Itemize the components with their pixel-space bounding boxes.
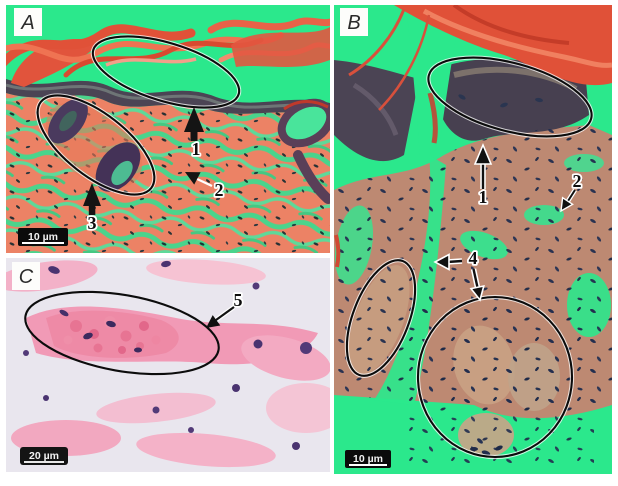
panel-c-label: C bbox=[12, 262, 40, 290]
arrow-b1 bbox=[473, 142, 493, 189]
arrow-c5 bbox=[206, 305, 236, 328]
annotation-number-a3: 3 bbox=[88, 213, 97, 233]
panel-b-scale-bar: 10 µm bbox=[345, 450, 391, 468]
panel-a-label: A bbox=[14, 8, 42, 36]
panel-a-micrograph: 1 2 3 10 µm A bbox=[6, 5, 330, 253]
panel-b-scale-bar-label: 10 µm bbox=[353, 453, 383, 465]
arrow-a2 bbox=[185, 172, 213, 187]
annotation-ellipse-c bbox=[24, 290, 220, 376]
annotation-ellipse-b-bottom bbox=[415, 294, 575, 460]
arrow-a3 bbox=[83, 183, 101, 215]
annotation-number-a1: 1 bbox=[192, 139, 201, 159]
panel-c-micrograph: 5 20 µm C bbox=[6, 258, 330, 472]
annotation-ellipse-a1 bbox=[90, 34, 242, 110]
annotation-ellipse-a3 bbox=[35, 93, 157, 197]
annotation-ellipse-b-left bbox=[344, 258, 418, 378]
annotation-number-b4: 4 bbox=[469, 248, 478, 268]
panel-b-label-text: B bbox=[347, 12, 360, 34]
annotation-number-b1: 1 bbox=[479, 187, 488, 207]
panel-b-micrograph: 1 2 4 bbox=[334, 5, 612, 474]
panel-b-tissue-art bbox=[334, 5, 612, 474]
panel-b: 1 2 4 bbox=[334, 5, 612, 474]
panel-c: 5 20 µm C bbox=[6, 258, 330, 472]
arrow-b4-left bbox=[433, 253, 463, 271]
arrow-b4-down bbox=[469, 268, 485, 302]
annotation-number-c5: 5 bbox=[234, 290, 243, 310]
annotation-ellipse-b-top bbox=[426, 55, 594, 139]
panel-b-annotations: 1 2 4 bbox=[344, 55, 594, 460]
panel-a: 1 2 3 10 µm A bbox=[6, 5, 330, 253]
panel-c-label-text: C bbox=[19, 266, 34, 288]
panel-a-scale-bar: 10 µm bbox=[18, 228, 68, 246]
panel-a-scale-bar-label: 10 µm bbox=[28, 231, 58, 243]
annotation-number-b2: 2 bbox=[573, 171, 582, 191]
panel-c-annotations: 5 bbox=[24, 288, 244, 376]
arrow-a1 bbox=[184, 107, 204, 141]
panel-c-tissue-art bbox=[6, 258, 330, 472]
panel-c-scale-bar: 20 µm bbox=[20, 447, 68, 465]
panel-c-scale-bar-label: 20 µm bbox=[29, 450, 59, 462]
panel-b-label: B bbox=[340, 8, 368, 36]
panel-a-annotations: 1 2 3 bbox=[35, 34, 242, 235]
annotation-number-a2: 2 bbox=[215, 180, 224, 200]
panel-a-label-text: A bbox=[20, 12, 34, 34]
arrow-b2 bbox=[560, 188, 577, 213]
